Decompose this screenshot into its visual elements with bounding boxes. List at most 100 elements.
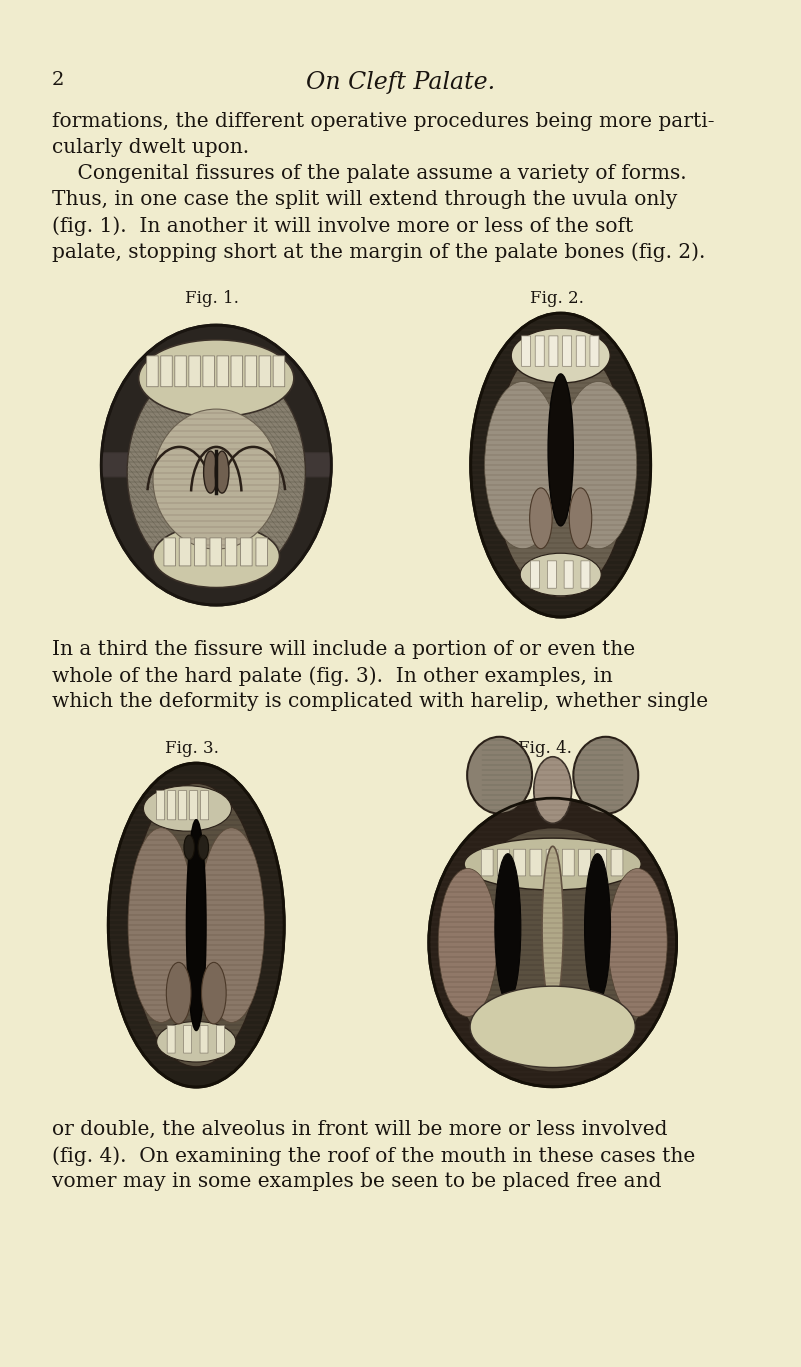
FancyBboxPatch shape — [183, 1025, 191, 1053]
FancyBboxPatch shape — [273, 355, 284, 387]
FancyBboxPatch shape — [200, 1025, 208, 1053]
FancyBboxPatch shape — [259, 355, 271, 387]
FancyBboxPatch shape — [175, 355, 187, 387]
FancyBboxPatch shape — [590, 336, 599, 366]
Text: cularly dwelt upon.: cularly dwelt upon. — [52, 138, 249, 157]
Ellipse shape — [429, 798, 677, 1087]
Ellipse shape — [153, 409, 280, 550]
Ellipse shape — [199, 828, 264, 1023]
Ellipse shape — [471, 313, 650, 617]
Ellipse shape — [520, 554, 602, 596]
FancyBboxPatch shape — [195, 537, 206, 566]
Text: Thus, in one case the split will extend through the uvula only: Thus, in one case the split will extend … — [52, 190, 678, 209]
FancyBboxPatch shape — [225, 537, 237, 566]
Ellipse shape — [187, 820, 206, 1031]
Text: vomer may in some examples be seen to be placed free and: vomer may in some examples be seen to be… — [52, 1172, 662, 1191]
Ellipse shape — [131, 783, 262, 1066]
FancyBboxPatch shape — [564, 560, 574, 588]
Ellipse shape — [143, 786, 231, 831]
Ellipse shape — [128, 828, 194, 1023]
Text: formations, the different operative procedures being more parti-: formations, the different operative proc… — [52, 112, 714, 131]
Ellipse shape — [574, 737, 638, 813]
FancyBboxPatch shape — [189, 355, 200, 387]
FancyBboxPatch shape — [502, 1024, 513, 1048]
FancyBboxPatch shape — [161, 355, 172, 387]
FancyBboxPatch shape — [574, 1024, 584, 1048]
Ellipse shape — [608, 868, 667, 1017]
Ellipse shape — [139, 340, 294, 417]
Text: (fig. 4).  On examining the roof of the mouth in these cases the: (fig. 4). On examining the roof of the m… — [52, 1146, 695, 1166]
FancyBboxPatch shape — [537, 1024, 549, 1048]
Text: which the deformity is complicated with harelip, whether single: which the deformity is complicated with … — [52, 692, 708, 711]
FancyBboxPatch shape — [157, 790, 164, 820]
Text: (fig. 1).  In another it will involve more or less of the soft: (fig. 1). In another it will involve mor… — [52, 216, 634, 235]
FancyBboxPatch shape — [549, 336, 558, 366]
FancyBboxPatch shape — [611, 849, 623, 876]
Ellipse shape — [493, 339, 628, 597]
Ellipse shape — [167, 962, 191, 1024]
Text: Fig. 1.: Fig. 1. — [185, 290, 239, 308]
Ellipse shape — [467, 737, 532, 813]
FancyBboxPatch shape — [179, 537, 191, 566]
Ellipse shape — [157, 1021, 235, 1062]
Ellipse shape — [198, 835, 208, 860]
FancyBboxPatch shape — [562, 849, 574, 876]
FancyBboxPatch shape — [179, 790, 187, 820]
FancyBboxPatch shape — [167, 1025, 175, 1053]
Text: or double, the alveolus in front will be more or less involved: or double, the alveolus in front will be… — [52, 1120, 667, 1139]
Ellipse shape — [542, 846, 563, 1009]
Ellipse shape — [465, 838, 641, 890]
FancyBboxPatch shape — [216, 1025, 224, 1053]
Text: On Cleft Palate.: On Cleft Palate. — [306, 71, 495, 94]
Ellipse shape — [470, 986, 635, 1068]
FancyBboxPatch shape — [578, 849, 590, 876]
Ellipse shape — [560, 381, 637, 548]
Ellipse shape — [511, 328, 610, 383]
Ellipse shape — [449, 828, 656, 1072]
FancyBboxPatch shape — [203, 355, 215, 387]
Text: Congenital fissures of the palate assume a variety of forms.: Congenital fissures of the palate assume… — [52, 164, 686, 183]
Text: In a third the fissure will include a portion of or even the: In a third the fissure will include a po… — [52, 640, 635, 659]
Ellipse shape — [548, 375, 574, 526]
FancyBboxPatch shape — [167, 790, 175, 820]
FancyBboxPatch shape — [556, 1024, 566, 1048]
FancyBboxPatch shape — [521, 336, 530, 366]
FancyBboxPatch shape — [595, 849, 606, 876]
FancyBboxPatch shape — [200, 790, 208, 820]
Ellipse shape — [495, 854, 521, 1002]
Text: Fig. 3.: Fig. 3. — [165, 740, 219, 757]
Text: Fig. 4.: Fig. 4. — [517, 740, 572, 757]
Ellipse shape — [215, 451, 229, 493]
Ellipse shape — [184, 835, 195, 860]
FancyBboxPatch shape — [164, 537, 175, 566]
Text: palate, stopping short at the margin of the palate bones (fig. 2).: palate, stopping short at the margin of … — [52, 242, 706, 261]
FancyBboxPatch shape — [576, 336, 586, 366]
FancyBboxPatch shape — [497, 849, 509, 876]
Ellipse shape — [101, 325, 332, 606]
FancyBboxPatch shape — [240, 537, 252, 566]
Ellipse shape — [533, 757, 572, 823]
FancyBboxPatch shape — [530, 849, 541, 876]
Ellipse shape — [202, 962, 226, 1024]
Ellipse shape — [153, 525, 280, 588]
FancyBboxPatch shape — [513, 849, 525, 876]
FancyBboxPatch shape — [210, 537, 221, 566]
FancyBboxPatch shape — [530, 560, 540, 588]
FancyBboxPatch shape — [547, 560, 557, 588]
FancyBboxPatch shape — [217, 355, 228, 387]
FancyBboxPatch shape — [562, 336, 572, 366]
Ellipse shape — [438, 868, 497, 1017]
Ellipse shape — [127, 358, 305, 585]
FancyBboxPatch shape — [520, 1024, 530, 1048]
FancyBboxPatch shape — [256, 537, 268, 566]
Ellipse shape — [585, 854, 610, 1002]
Ellipse shape — [203, 451, 217, 493]
Ellipse shape — [485, 381, 562, 548]
FancyBboxPatch shape — [481, 849, 493, 876]
FancyBboxPatch shape — [535, 336, 544, 366]
FancyBboxPatch shape — [581, 560, 590, 588]
Ellipse shape — [108, 763, 284, 1087]
FancyBboxPatch shape — [231, 355, 243, 387]
Ellipse shape — [570, 488, 592, 548]
FancyBboxPatch shape — [147, 355, 159, 387]
